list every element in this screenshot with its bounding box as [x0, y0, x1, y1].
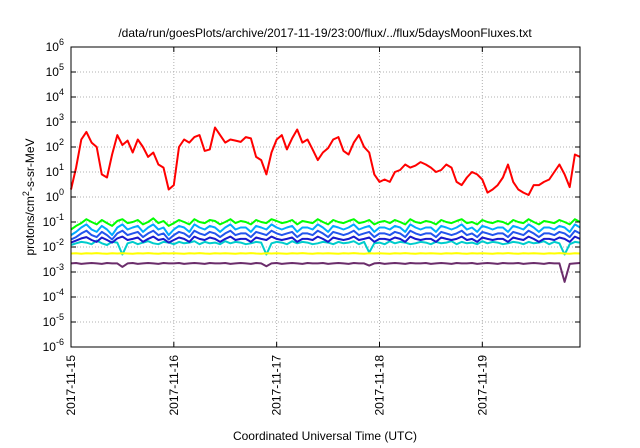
y-tick-exp: -5 — [56, 312, 64, 322]
y-tick-label: 10-4 — [43, 287, 64, 304]
y-tick-label: 103 — [46, 112, 64, 129]
y-tick-base: 10 — [43, 340, 57, 354]
x-tick-label: 2017-11-19 — [475, 355, 489, 416]
series-group — [70, 126, 581, 283]
y-tick-exp: -3 — [56, 262, 64, 272]
y-axis-label-main: protons/cm — [23, 196, 37, 255]
series-line-0 — [70, 126, 581, 196]
y-tick-label: 101 — [46, 162, 64, 179]
y-tick-base: 10 — [43, 240, 57, 254]
y-tick-base: 10 — [46, 190, 60, 204]
y-tick-exp: 6 — [59, 37, 64, 47]
y-tick-base: 10 — [43, 215, 57, 229]
y-tick-base: 10 — [43, 290, 57, 304]
y-tick-exp: -1 — [56, 212, 64, 222]
y-tick-label: 10-6 — [43, 337, 64, 354]
y-axis-label: protons/cm2-s-sr-MeV — [21, 138, 37, 255]
y-tick-label: 104 — [46, 87, 64, 104]
series-line-2 — [70, 223, 581, 237]
y-tick-base: 10 — [46, 40, 60, 54]
y-tick-label: 106 — [46, 37, 64, 54]
y-tick-label: 10-1 — [43, 212, 64, 229]
grid — [71, 47, 580, 347]
y-tick-base: 10 — [46, 115, 60, 129]
y-tick-label: 10-2 — [43, 237, 64, 254]
x-tick-labels: 2017-11-15 2017-11-16 2017-11-17 2017-11-18… — [64, 47, 489, 416]
y-tick-base: 10 — [43, 265, 57, 279]
series-line-3 — [70, 229, 581, 241]
y-tick-exp: 0 — [59, 187, 64, 197]
x-tick-label: 2017-11-15 — [64, 355, 78, 416]
y-tick-base: 10 — [46, 65, 60, 79]
y-axis-label-rest: -s-sr-MeV — [23, 138, 37, 191]
y-tick-label: 102 — [46, 137, 64, 154]
x-tick-label: 2017-11-18 — [372, 355, 386, 416]
series-line-5 — [70, 235, 581, 244]
y-tick-label: 10-3 — [43, 262, 64, 279]
series-line-4 — [70, 239, 581, 256]
x-axis-label: Coordinated Universal Time (UTC) — [233, 429, 417, 443]
series-line-6 — [70, 252, 581, 255]
y-tick-exp: 4 — [59, 87, 64, 97]
y-axis-label-sup: 2 — [21, 191, 31, 196]
y-tick-base: 10 — [43, 315, 57, 329]
y-tick-exp: 1 — [59, 162, 64, 172]
chart-title: /data/run/goesPlots/archive/2017-11-19/2… — [118, 26, 532, 40]
y-tick-labels: 10-610-510-410-310-210-11001011021031041… — [43, 37, 580, 354]
y-tick-exp: -4 — [56, 287, 64, 297]
x-tick-label: 2017-11-16 — [167, 355, 181, 416]
series-line-1 — [70, 217, 581, 231]
y-tick-label: 10-5 — [43, 312, 64, 329]
x-tick-label: 2017-11-17 — [270, 355, 284, 416]
y-tick-base: 10 — [46, 165, 60, 179]
y-tick-exp: 5 — [59, 62, 64, 72]
y-tick-exp: -6 — [56, 337, 64, 347]
y-tick-exp: 2 — [59, 137, 64, 147]
y-tick-exp: 3 — [59, 112, 64, 122]
series-line-7 — [70, 262, 581, 283]
y-tick-exp: -2 — [56, 237, 64, 247]
y-tick-base: 10 — [46, 90, 60, 104]
y-tick-label: 100 — [46, 187, 64, 204]
y-tick-label: 105 — [46, 62, 64, 79]
y-tick-base: 10 — [46, 140, 60, 154]
